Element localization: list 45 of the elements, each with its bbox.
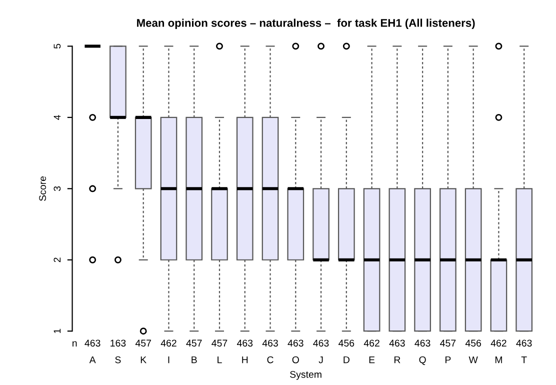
text: 462 bbox=[364, 340, 380, 347]
text: 457 bbox=[186, 340, 202, 347]
text: 456 bbox=[465, 340, 482, 347]
x-axis-title: System bbox=[290, 370, 322, 380]
x-tick-label: R bbox=[394, 356, 400, 364]
x-tick-label: H bbox=[242, 356, 248, 364]
x-tick-label: D bbox=[344, 356, 350, 364]
text: 463 bbox=[84, 340, 100, 347]
x-tick-label: J bbox=[318, 356, 323, 364]
text: 463 bbox=[389, 340, 405, 347]
x-tick-label: I bbox=[168, 356, 170, 364]
x-tick-label: S bbox=[115, 356, 121, 364]
text: 463 bbox=[313, 340, 329, 347]
y-tick-label: 1 bbox=[54, 328, 61, 334]
y-tick-label: 3 bbox=[54, 186, 61, 191]
x-tick-label: P bbox=[446, 356, 451, 364]
text: 463 bbox=[236, 340, 253, 347]
text: 457 bbox=[135, 340, 151, 347]
text: 456 bbox=[338, 340, 354, 347]
text: 462 bbox=[490, 340, 506, 347]
chart-title: Mean opinion scores – naturalness – for task EH1 (All listeners) bbox=[137, 18, 475, 30]
x-tick-label: M bbox=[495, 356, 502, 364]
text: 463 bbox=[262, 340, 278, 347]
x-tick-label: W bbox=[468, 356, 478, 364]
x-tick-label: K bbox=[140, 356, 146, 364]
y-tick-label: 5 bbox=[54, 44, 61, 49]
y-tick-label: 4 bbox=[54, 115, 61, 120]
text: 463 bbox=[414, 340, 430, 347]
x-tick-label: Q bbox=[419, 356, 426, 365]
x-tick-label: A bbox=[89, 356, 96, 364]
text: 462 bbox=[160, 340, 176, 347]
y-tick-label: 2 bbox=[54, 258, 61, 262]
text: 457 bbox=[440, 340, 456, 347]
text: 463 bbox=[288, 340, 304, 347]
y-axis-title: Score bbox=[39, 176, 46, 201]
x-tick-label: O bbox=[292, 356, 299, 364]
x-tick-label: E bbox=[369, 356, 375, 364]
x-tick-label: L bbox=[218, 356, 222, 364]
text: 463 bbox=[516, 340, 532, 347]
text: 163 bbox=[110, 340, 126, 347]
x-tick-label: T bbox=[521, 356, 527, 364]
x-tick-label: C bbox=[267, 356, 274, 364]
x-tick-label: B bbox=[192, 356, 197, 364]
text: 457 bbox=[212, 340, 228, 347]
text: n bbox=[72, 341, 77, 346]
